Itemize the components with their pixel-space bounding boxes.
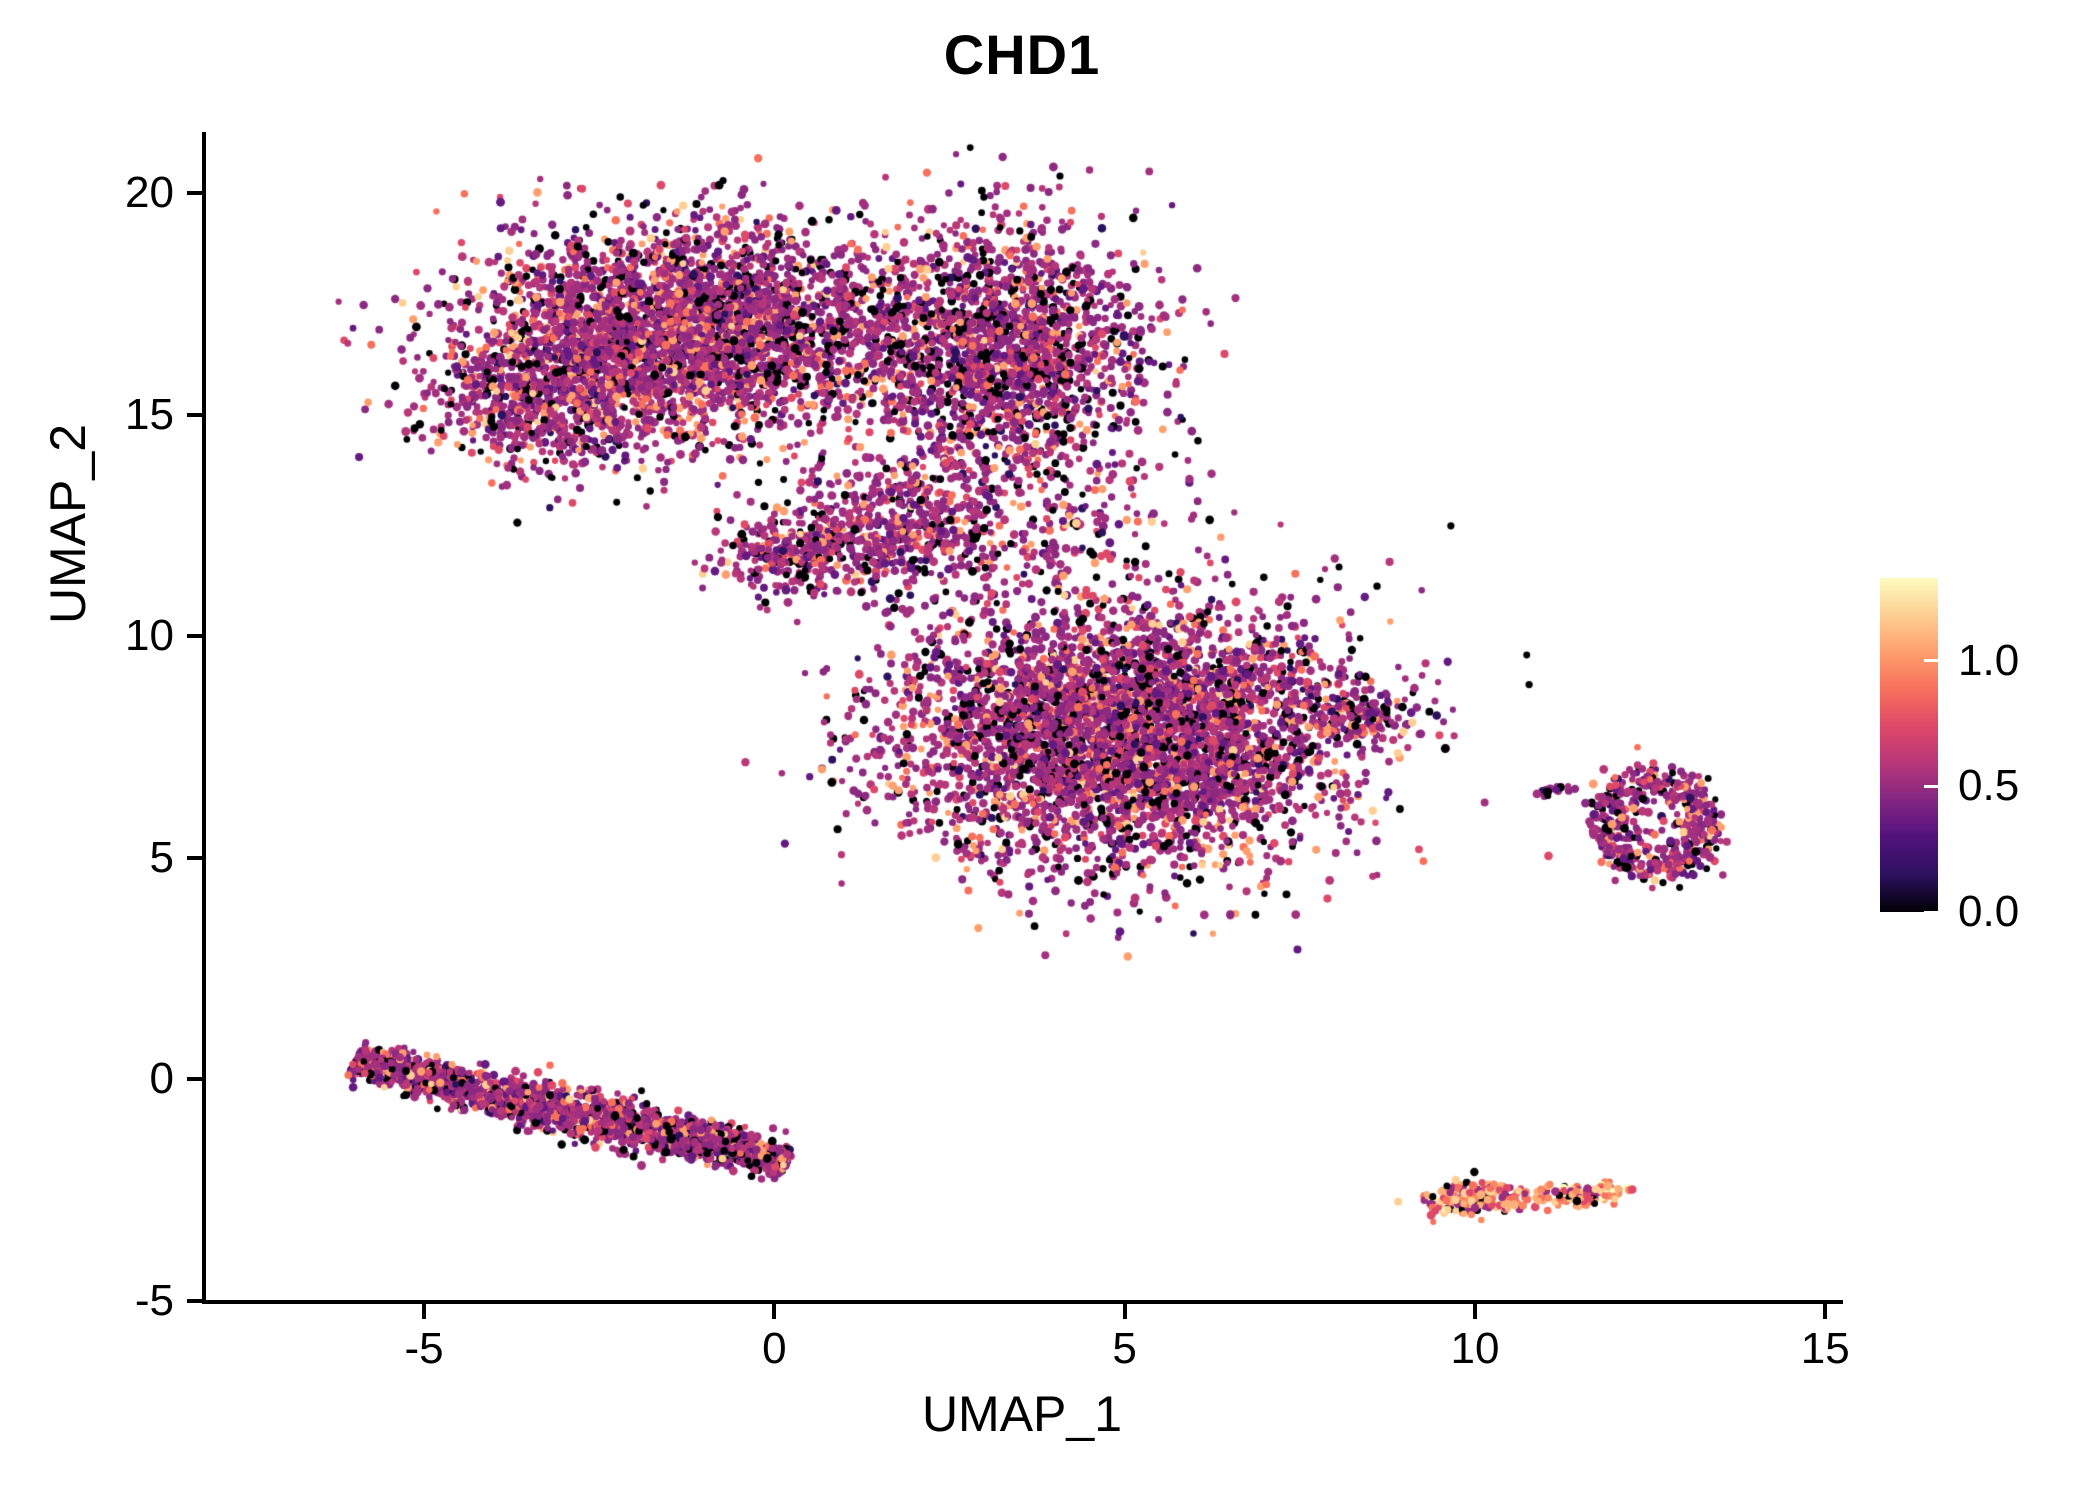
x-tick-mark [772,1304,777,1319]
colorbar-tick-mark [1924,784,1938,788]
y-tick-mark [187,634,202,639]
x-tick-label: 10 [1450,1324,1500,1373]
y-tick-label: 10 [125,611,174,661]
plot-title: CHD1 [943,23,1101,86]
y-tick-label: 20 [125,168,174,218]
y-tick-mark [187,412,202,417]
x-tick-label: 5 [1112,1324,1137,1373]
x-tick-mark [1472,1304,1477,1319]
colorbar-tick-label: 0.0 [1958,887,2020,936]
y-tick-label: -5 [134,1275,174,1325]
x-tick-mark [1823,1304,1828,1319]
y-tick-mark [187,1077,202,1082]
x-axis-line [202,1300,1843,1304]
colorbar-gradient-bar [1880,578,1938,912]
y-tick-mark [187,1298,202,1303]
colorbar-tick-mark [1924,910,1938,914]
x-axis-label: UMAP_1 [921,1386,1123,1442]
colorbar-tick-label: 1.0 [1958,635,2020,685]
y-tick-mark [187,191,202,196]
y-tick-label: 5 [149,832,174,882]
x-tick-label: -5 [404,1324,444,1373]
x-tick-label: 15 [1800,1324,1850,1373]
y-axis-label: UMAP_2 [40,423,96,625]
y-tick-label: 15 [125,389,174,439]
y-axis-line [202,132,206,1304]
y-tick-mark [187,855,202,860]
x-tick-mark [422,1304,426,1319]
y-tick-label: 0 [149,1054,174,1104]
x-tick-mark [1122,1304,1127,1319]
colorbar-tick-label: 0.5 [1958,761,2020,811]
colorbar-tick-mark [1924,659,1938,663]
x-tick-label: 0 [762,1324,787,1373]
